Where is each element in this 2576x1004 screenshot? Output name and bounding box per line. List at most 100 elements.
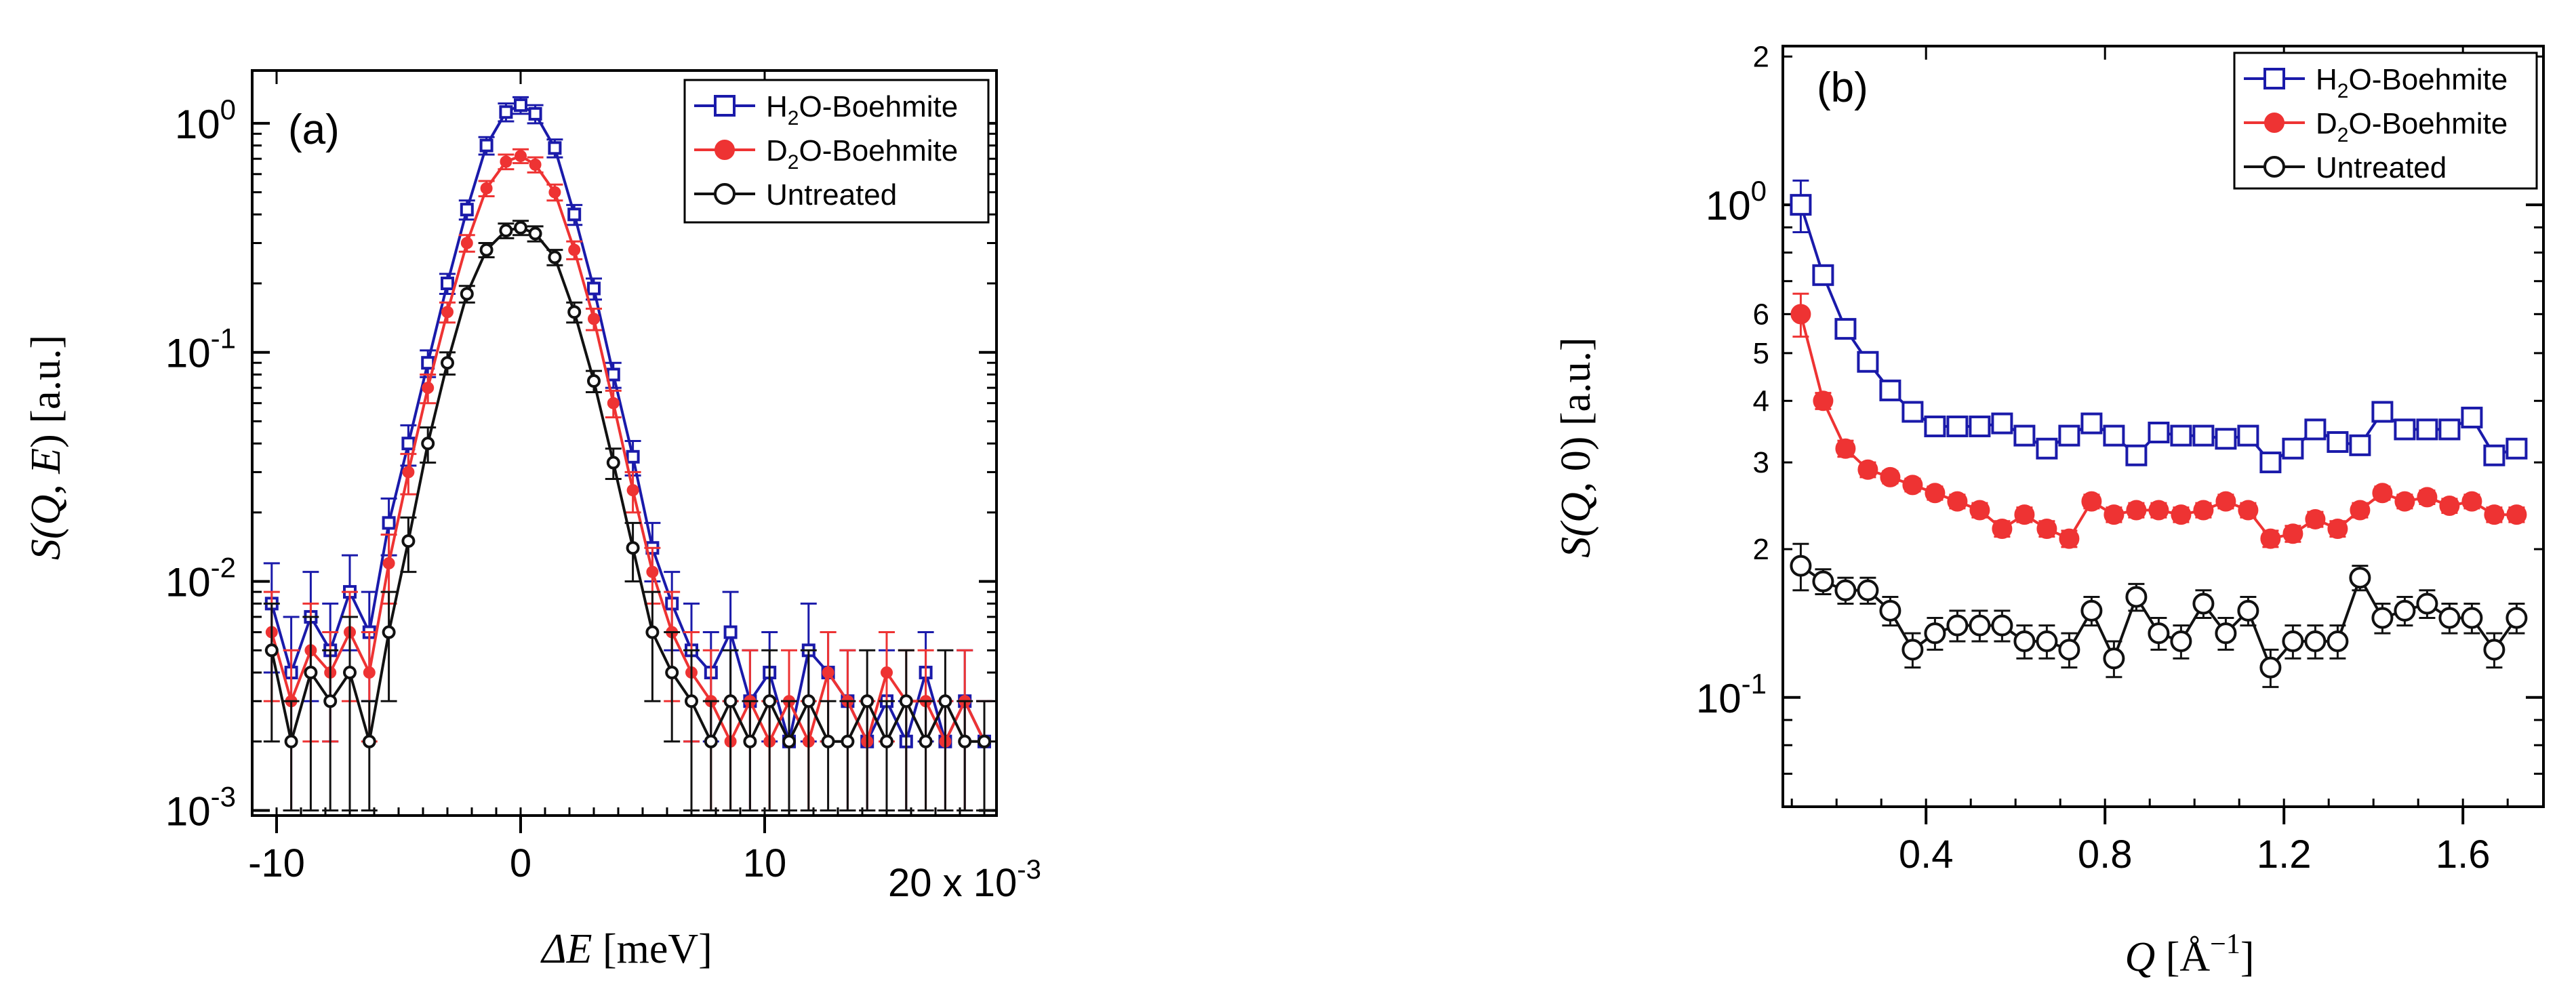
y-tick-label: 10-3	[165, 780, 236, 834]
data-point	[304, 666, 318, 680]
data-point	[2349, 567, 2371, 589]
panel-a-x-multiplier-exp: -3	[1017, 855, 1041, 885]
legend-label: H2O-Boehmite	[766, 90, 958, 129]
legend-label-prefix: H	[766, 90, 788, 123]
data-point	[363, 666, 376, 679]
data-point	[362, 734, 376, 748]
data-point	[2259, 656, 2282, 679]
data-point	[1947, 491, 1968, 512]
data-point	[2171, 504, 2192, 525]
data-point	[500, 155, 512, 168]
panel-a-x-multiplier: 20 x 10-3	[888, 855, 1041, 905]
legend-marker	[2263, 156, 2285, 178]
data-point	[743, 734, 757, 748]
x-tick-label: 0.4	[1899, 832, 1954, 877]
y-tick-label: 10-1	[1696, 668, 1767, 721]
panel-b-label: (b)	[1817, 64, 1868, 111]
data-point	[2484, 504, 2505, 525]
data-point	[1812, 264, 1834, 286]
y-tick-mantissa: 10	[1696, 676, 1742, 721]
data-point	[841, 734, 855, 748]
data-point	[2282, 437, 2304, 460]
y-tick-mantissa: 10	[165, 331, 211, 376]
data-point	[1790, 304, 1811, 325]
legend-label: D2O-Boehmite	[2316, 107, 2508, 146]
panel-a-series	[263, 96, 992, 811]
data-point	[763, 694, 777, 708]
data-point	[528, 106, 542, 121]
y-minor-tick-label: 6	[1753, 298, 1769, 331]
data-point	[1901, 639, 1924, 661]
data-point	[401, 534, 416, 548]
data-point	[2394, 599, 2416, 622]
data-point	[685, 694, 698, 708]
panel-b-series	[1790, 179, 2528, 688]
data-point	[626, 449, 640, 464]
data-point	[2036, 518, 2057, 539]
data-point	[2036, 437, 2058, 460]
panel-b-y-axis-part1: S(	[1553, 521, 1599, 558]
data-point	[1834, 579, 1857, 601]
data-point	[2350, 500, 2371, 521]
series-3	[1790, 542, 2528, 688]
data-point	[2058, 639, 2080, 661]
data-point	[2260, 528, 2281, 549]
data-point	[2080, 599, 2103, 622]
y-tick-mantissa: 10	[1706, 183, 1751, 228]
data-point	[1925, 483, 1946, 504]
data-point	[1924, 415, 1946, 437]
data-point	[801, 694, 816, 708]
panel-b-frame	[1782, 45, 2545, 808]
data-point	[1835, 438, 1856, 459]
legend-marker	[2263, 68, 2285, 89]
panel-b-y-axis-var1: Q	[1553, 492, 1599, 523]
data-point	[1813, 390, 1834, 411]
data-point	[2349, 434, 2371, 456]
data-point	[822, 666, 834, 679]
data-point	[529, 158, 542, 171]
data-point	[382, 625, 396, 639]
data-point	[1991, 614, 2013, 637]
data-point	[402, 466, 415, 479]
legend-label-prefix: D	[2316, 107, 2337, 140]
data-point	[1991, 412, 2013, 435]
data-point	[919, 734, 933, 748]
data-point	[548, 186, 561, 199]
legend-label-suffix: O-Boehmite	[2348, 63, 2508, 96]
legend-label: Untreated	[766, 178, 897, 212]
data-point	[528, 226, 542, 241]
y-tick-label: 10-2	[165, 552, 236, 605]
data-point	[2059, 528, 2080, 549]
data-point	[2192, 593, 2215, 615]
legend-label-subscript: 2	[788, 107, 799, 129]
legend-label-prefix: Untreated	[766, 178, 897, 212]
data-point	[460, 237, 473, 249]
data-point	[958, 734, 972, 748]
data-point	[607, 397, 620, 409]
data-point	[499, 224, 513, 238]
data-point	[2371, 401, 2394, 423]
data-point	[1902, 475, 1923, 496]
panel-a-x-axis-label: ΔE [meV]	[540, 926, 712, 972]
data-point	[499, 105, 513, 119]
data-point	[460, 203, 474, 217]
data-point	[2461, 406, 2483, 428]
data-point	[2505, 607, 2528, 629]
data-point	[2461, 491, 2482, 512]
data-point	[479, 243, 494, 257]
data-point	[514, 220, 527, 235]
data-point	[2125, 444, 2148, 466]
data-point	[284, 734, 298, 748]
panel-b-y-axis-mid: ,	[1553, 471, 1599, 492]
data-point	[881, 666, 893, 679]
y-minor-tick-label: 2	[1753, 533, 1769, 566]
legend-label-prefix: Untreated	[2316, 151, 2447, 184]
data-point	[1857, 579, 1879, 601]
data-point	[2215, 491, 2236, 512]
panel-b-x-axis-unit-close: ]	[2240, 934, 2255, 980]
data-point	[421, 437, 435, 451]
data-point	[821, 734, 835, 748]
